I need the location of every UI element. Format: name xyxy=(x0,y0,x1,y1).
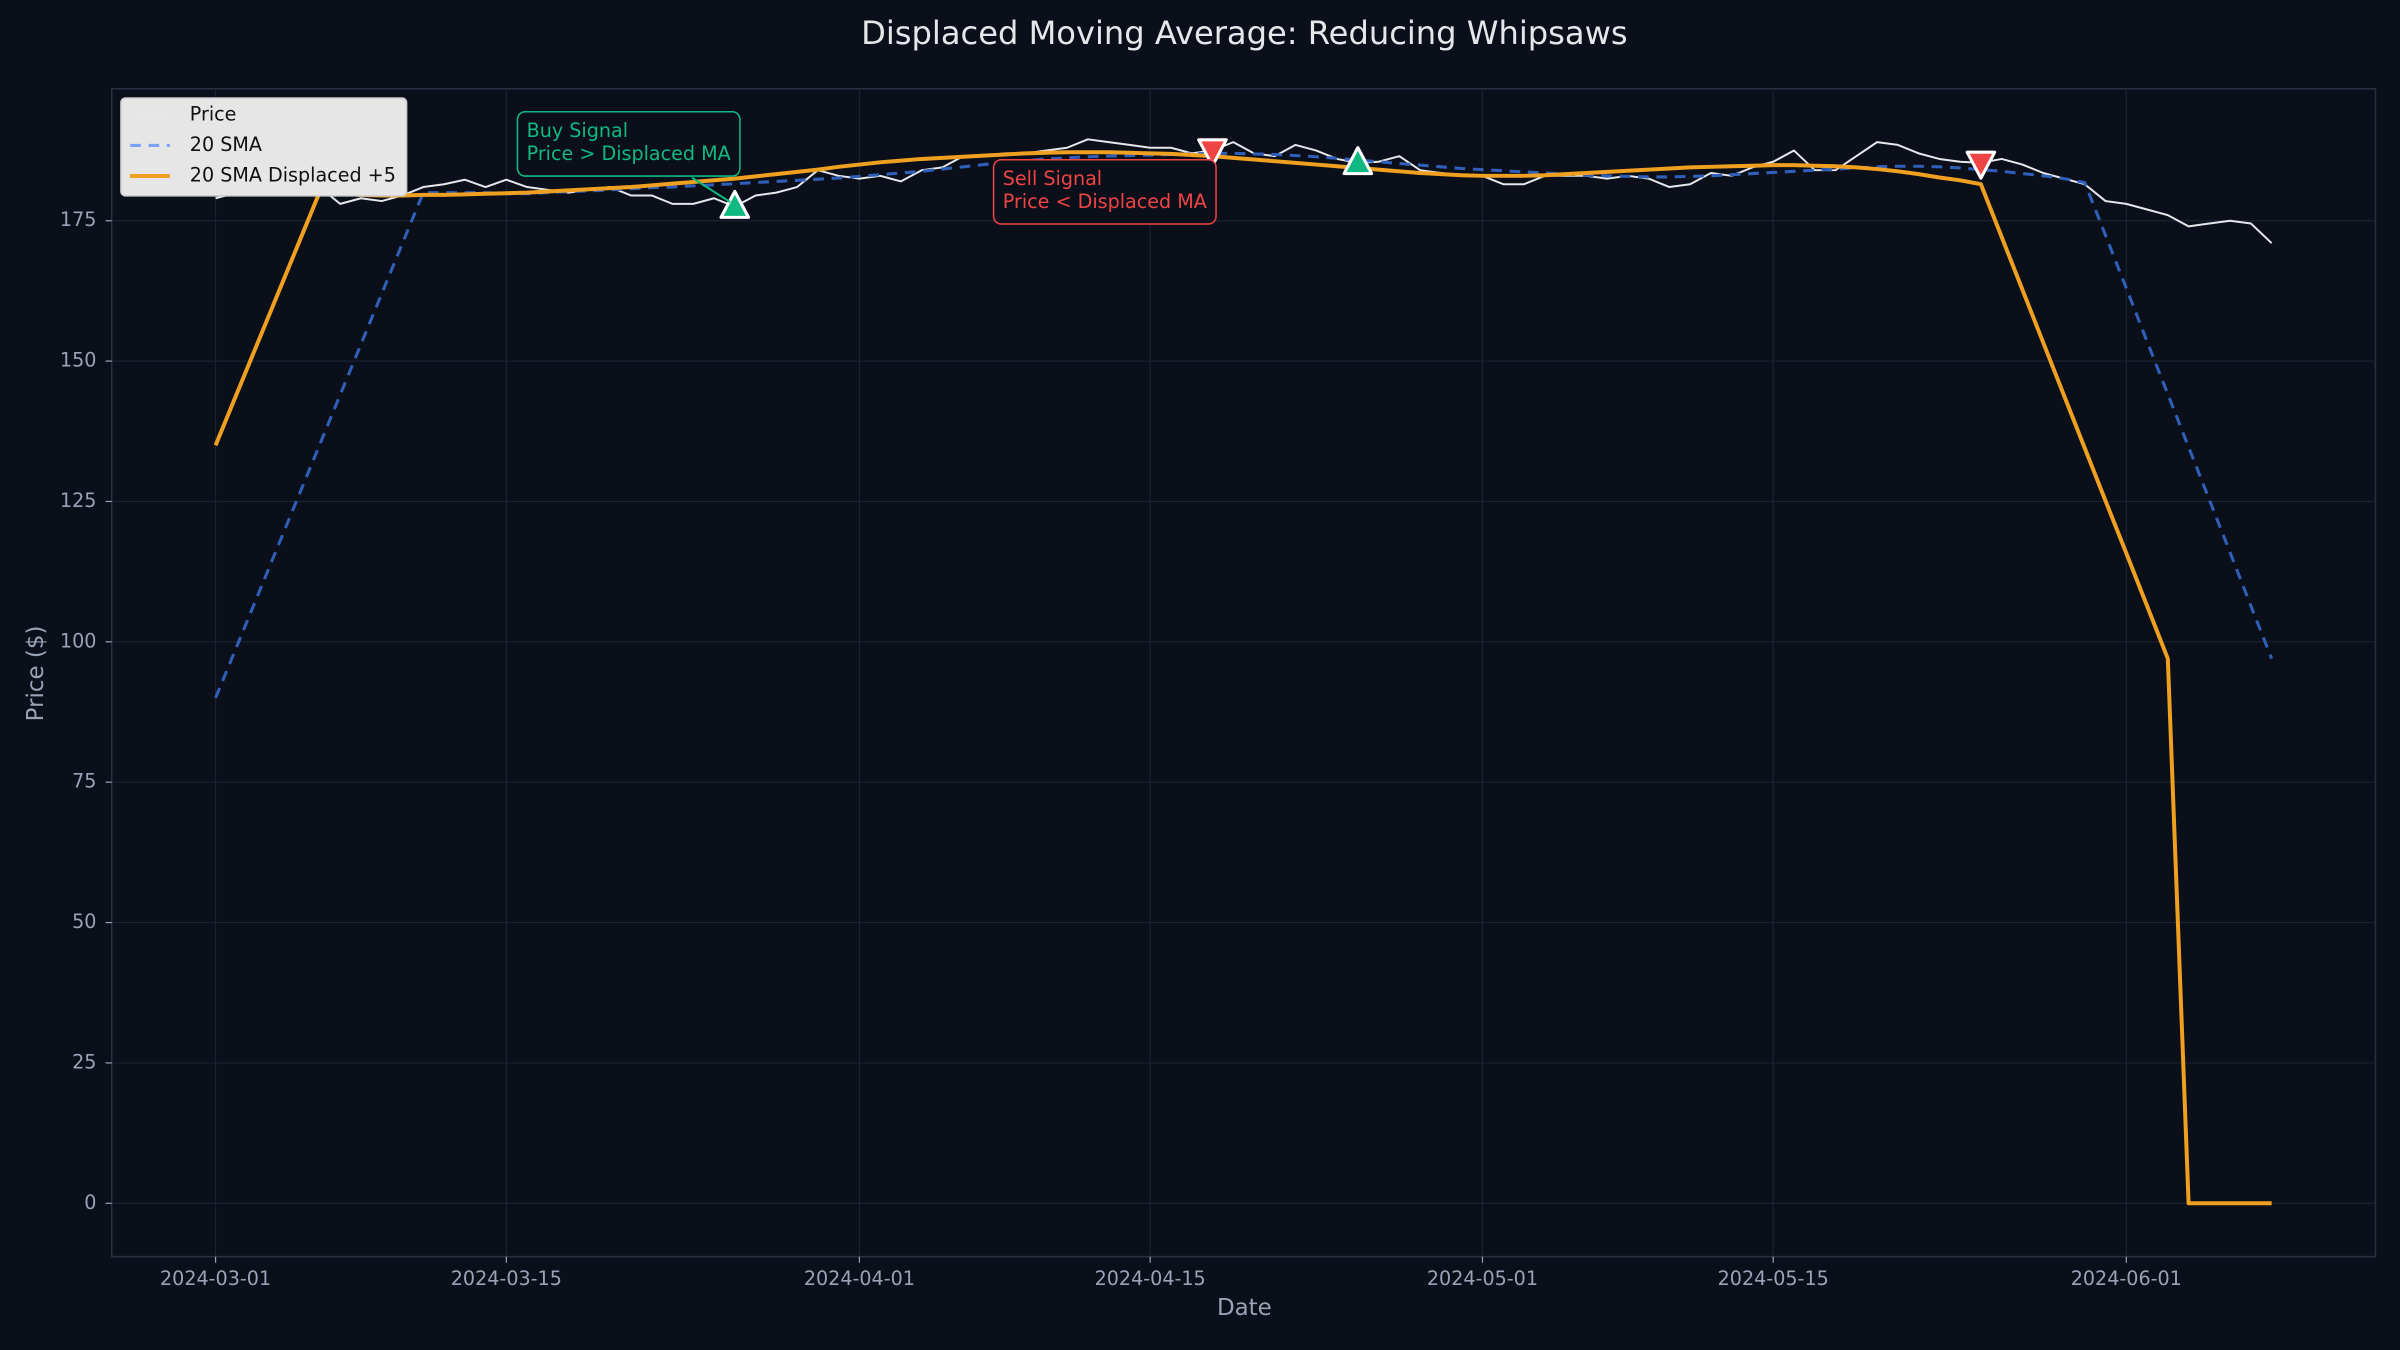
signals xyxy=(719,138,1997,219)
y-tick-label: 100 xyxy=(60,629,97,652)
x-tick-label: 2024-04-01 xyxy=(804,1267,915,1290)
series-line xyxy=(213,150,2272,1206)
y-tick-label: 75 xyxy=(72,770,96,793)
legend: Price 20 SMA 20 SMA Displaced +5 xyxy=(120,97,408,197)
y-tick-label: 175 xyxy=(60,208,97,231)
y-axis-label: Price ($) xyxy=(23,626,49,722)
x-tick-label: 2024-05-01 xyxy=(1427,1267,1538,1290)
x-tick-label: 2024-04-15 xyxy=(1095,1267,1206,1290)
sell-marker xyxy=(1965,150,1997,180)
y-tick-label: 150 xyxy=(60,349,97,372)
y-tick-label: 25 xyxy=(72,1050,96,1073)
sell-marker xyxy=(1197,138,1228,168)
y-tick-label: 0 xyxy=(84,1191,96,1214)
lines xyxy=(213,138,2274,1206)
chart-title: Displaced Moving Average: Reducing Whips… xyxy=(861,14,1627,52)
x-axis-label: Date xyxy=(1217,1295,1272,1321)
legend-label: 20 SMA Displaced +5 xyxy=(190,164,396,187)
legend-label: Price xyxy=(190,102,237,125)
buy-marker xyxy=(719,189,751,219)
plot-area xyxy=(110,88,2377,1258)
annotation-box xyxy=(516,111,741,177)
y-tick-label: 125 xyxy=(60,489,97,512)
y-tick-label: 50 xyxy=(72,910,96,933)
annotation-text: Price < Displaced MA xyxy=(1003,190,1207,213)
x-tick-label: 2024-06-01 xyxy=(2071,1267,2182,1290)
x-tick-label: 2024-03-15 xyxy=(451,1267,562,1290)
annotation-text: Price > Displaced MA xyxy=(527,142,731,165)
legend-box xyxy=(120,97,408,197)
annotation-arrow xyxy=(691,176,731,203)
legend-label: 20 SMA xyxy=(190,133,262,156)
grid: 0 25 50 75 100 125 150 175 2024-03-01 2024-03-15 2… xyxy=(60,88,2376,1290)
x-tick-label: 2024-05-15 xyxy=(1718,1267,1829,1290)
x-tick-label: 2024-03-01 xyxy=(160,1267,271,1290)
buy-marker xyxy=(1342,146,1374,176)
annotation-text: Sell Signal xyxy=(1003,167,1102,190)
annotation-box xyxy=(992,158,1217,225)
annotation-text: Buy Signal xyxy=(527,119,628,142)
